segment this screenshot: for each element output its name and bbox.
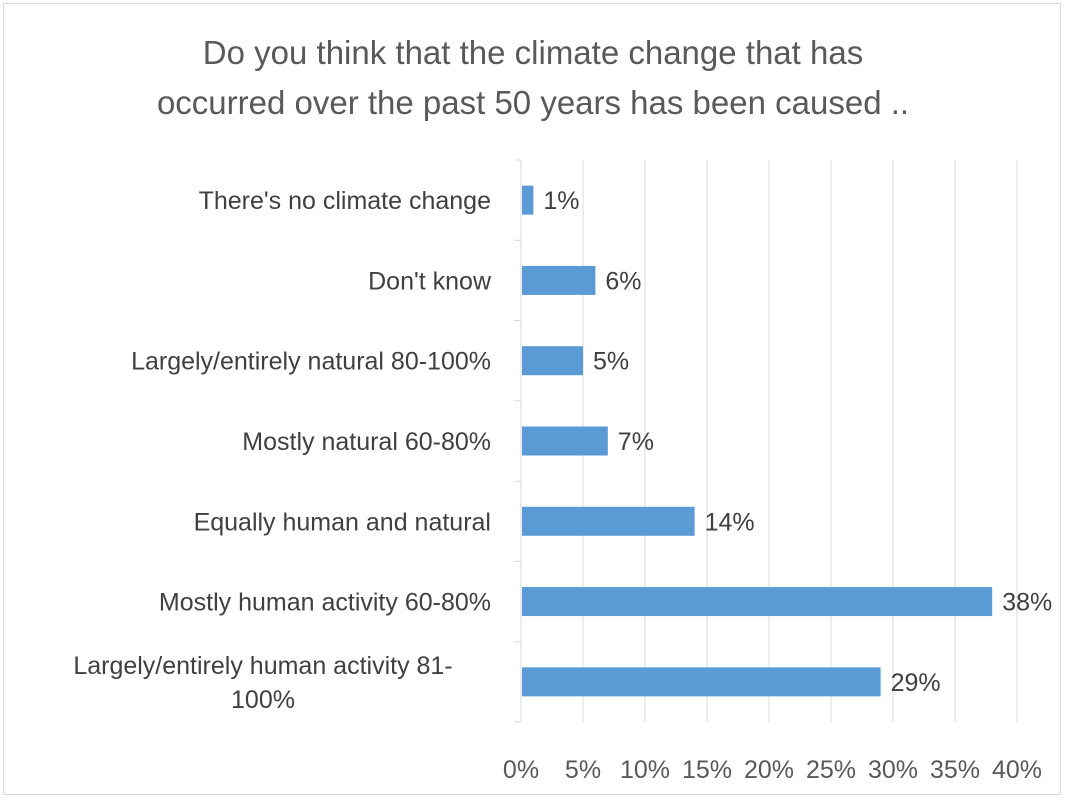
- category-label: Largely/entirely natural 80-100%: [131, 348, 491, 376]
- x-tick-label: 30%: [868, 756, 918, 784]
- data-label: 38%: [1002, 589, 1052, 617]
- bar: [522, 426, 608, 456]
- category-label: Don't know: [368, 267, 492, 295]
- bar: [522, 506, 695, 536]
- data-label: 1%: [543, 187, 579, 215]
- category-label: Largely/entirely human activity 81-: [73, 652, 452, 680]
- chart-title-line-2: occurred over the past 50 years has been…: [156, 84, 910, 121]
- bar: [522, 346, 583, 376]
- bar: [522, 185, 534, 215]
- x-tick-label: 10%: [620, 756, 670, 784]
- data-label: 7%: [618, 428, 654, 456]
- x-tick-label: 35%: [930, 756, 980, 784]
- bar: [522, 265, 596, 295]
- data-label: 5%: [593, 348, 629, 376]
- category-label: 100%: [231, 686, 295, 714]
- chart-frame: [3, 3, 1061, 795]
- bar: [522, 587, 993, 617]
- x-tick-label: 20%: [744, 756, 794, 784]
- x-tick-label: 0%: [503, 756, 539, 784]
- x-tick-label: 25%: [806, 756, 856, 784]
- data-label: 6%: [605, 267, 641, 295]
- x-tick-label: 15%: [682, 756, 732, 784]
- category-label: There's no climate change: [199, 187, 491, 215]
- data-label: 29%: [891, 669, 941, 697]
- bar: [522, 667, 881, 697]
- category-label: Equally human and natural: [194, 508, 491, 536]
- x-tick-label: 5%: [565, 756, 601, 784]
- category-label: Mostly human activity 60-80%: [159, 589, 491, 617]
- chart-title-line-1: Do you think that the climate change tha…: [202, 34, 864, 71]
- category-label: Mostly natural 60-80%: [242, 428, 491, 456]
- x-tick-label: 40%: [992, 756, 1042, 784]
- data-label: 14%: [705, 508, 755, 536]
